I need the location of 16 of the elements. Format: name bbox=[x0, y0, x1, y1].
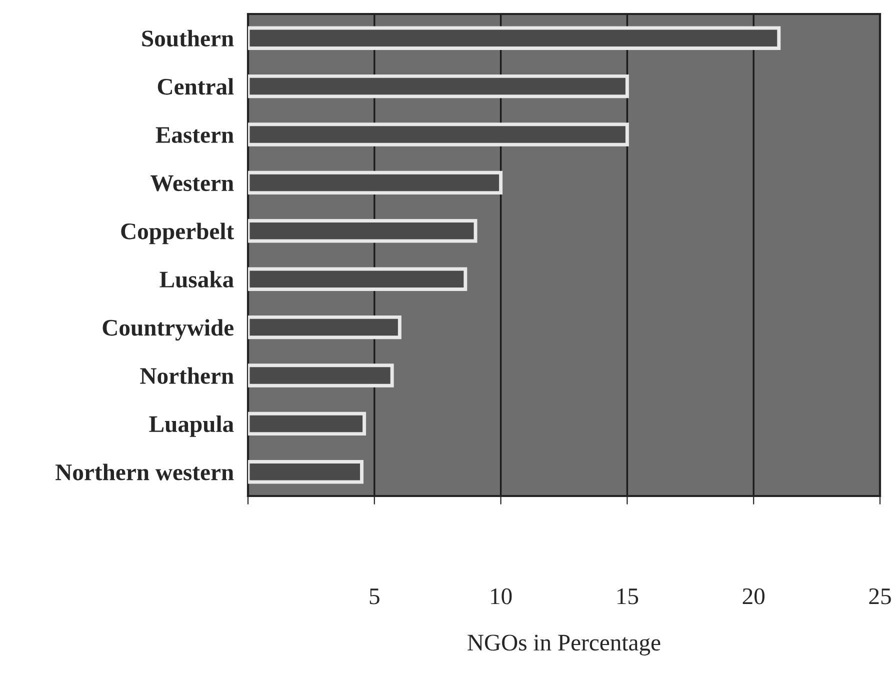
y-tick-label: Northern western bbox=[56, 464, 234, 480]
y-tick-label: Lusaka bbox=[160, 270, 234, 288]
x-tick-label: 20 bbox=[742, 588, 765, 604]
x-tick-label: 10 bbox=[491, 588, 512, 604]
y-tick-label: Western bbox=[150, 175, 234, 192]
x-tick-label: 5 bbox=[370, 588, 380, 604]
x-axis-title: NGOs in Percentage bbox=[468, 634, 660, 656]
y-tick-label: Eastern bbox=[156, 127, 234, 143]
x-tick-label: 15 bbox=[617, 588, 638, 604]
x-tick-label: 25 bbox=[869, 588, 891, 604]
y-tick-label: Northern bbox=[140, 367, 234, 384]
y-tick-label: Luapula bbox=[149, 416, 234, 437]
y-tick-label: Southern bbox=[142, 30, 234, 47]
y-tick-label: Countrywide bbox=[102, 319, 234, 341]
y-tick-label: Copperbelt bbox=[121, 222, 234, 244]
y-tick-label: Central bbox=[158, 78, 234, 95]
